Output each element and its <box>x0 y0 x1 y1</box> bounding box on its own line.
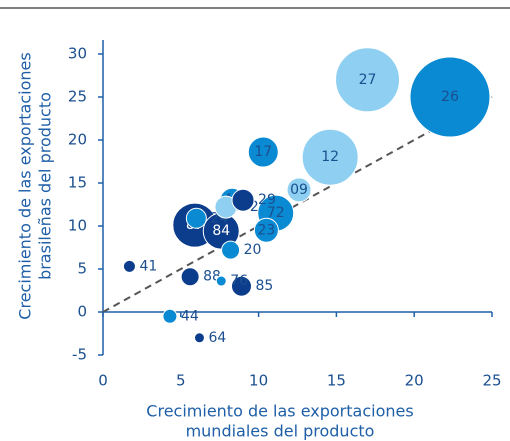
y-axis-title: Crecimiento de las exportaciones <box>16 52 35 319</box>
y-tick-label: 25 <box>68 88 87 106</box>
bubble <box>409 56 491 138</box>
point-label: 09 <box>290 182 308 198</box>
bubble <box>335 47 401 113</box>
point-label: 20 <box>244 242 262 258</box>
point-label: 72 <box>267 205 285 221</box>
x-tick-label: 5 <box>176 372 186 390</box>
y-tick-label: 5 <box>77 260 87 278</box>
bubble <box>253 217 279 243</box>
y-tick-label: 20 <box>68 131 87 149</box>
x-axis-title: mundiales del producto <box>186 422 375 441</box>
bubble <box>247 136 279 168</box>
point-label: 17 <box>254 144 272 160</box>
bubble <box>221 240 241 260</box>
point-label: 27 <box>359 72 377 88</box>
x-tick-label: 0 <box>98 372 108 390</box>
bubble <box>193 332 205 344</box>
reference-line <box>102 96 493 313</box>
point-label: 23 <box>257 222 275 238</box>
bubble <box>215 275 227 287</box>
bubble <box>301 128 359 186</box>
x-tick-label: 10 <box>249 372 268 390</box>
bubble <box>231 188 255 212</box>
bubble <box>286 177 312 203</box>
bubble <box>180 267 200 287</box>
bubble <box>185 207 207 229</box>
y-tick-label: 10 <box>68 217 87 235</box>
x-axis-title: Crecimiento de las exportaciones <box>146 402 413 421</box>
point-label: 44 <box>181 308 199 324</box>
y-tick-label: -5 <box>72 346 87 364</box>
y-axis-title: brasileñas del producto <box>36 92 55 280</box>
x-tick-label: 15 <box>327 372 346 390</box>
y-tick-label: 0 <box>77 303 87 321</box>
point-label: 64 <box>208 330 226 346</box>
point-label: 85 <box>255 278 273 294</box>
y-tick-label: 15 <box>68 174 87 192</box>
bubble <box>230 275 252 297</box>
point-label: 29 <box>258 192 276 208</box>
point-label: 41 <box>139 258 157 274</box>
point-label: 12 <box>321 149 339 165</box>
x-tick-label: 25 <box>482 372 501 390</box>
point-label: 26 <box>441 89 459 105</box>
point-label: 76 <box>230 273 248 289</box>
point-label: 84 <box>212 223 230 239</box>
bubble <box>122 259 136 273</box>
bubble <box>162 308 178 324</box>
y-tick-label: 30 <box>68 45 87 63</box>
x-tick-label: 20 <box>405 372 424 390</box>
